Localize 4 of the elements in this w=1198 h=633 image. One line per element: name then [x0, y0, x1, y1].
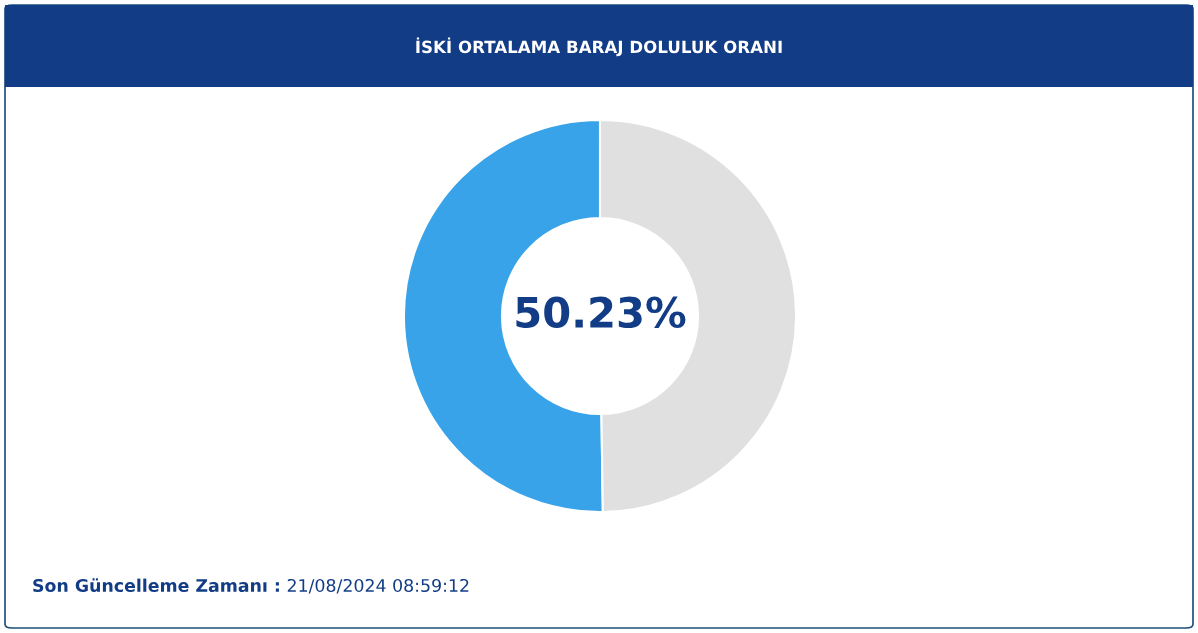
text: Son Güncelleme Zamanı : [33, 578, 279, 593]
text: 50.23% [516, 296, 686, 329]
chart-title: İSKİ ORTALAMA BARAJ DOLULUK ORANI [416, 37, 782, 57]
text: 21/08/2024 08:59:12 [287, 578, 469, 594]
